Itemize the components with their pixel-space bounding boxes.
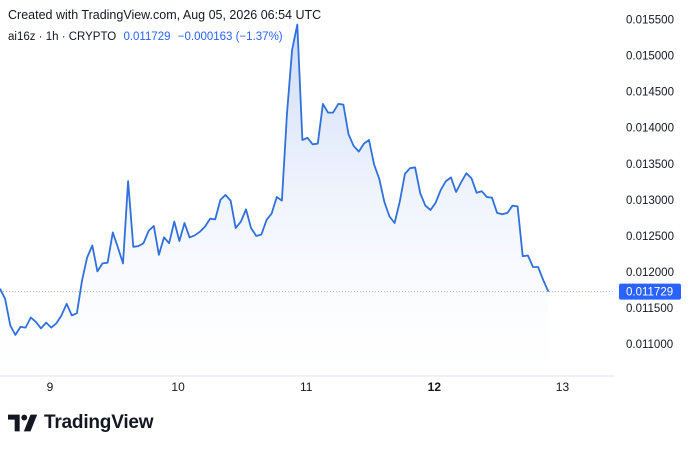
tradingview-wordmark: TradingView — [44, 412, 154, 433]
price-tick-label: 0.014000 — [626, 123, 674, 135]
price-series-line[interactable] — [0, 23, 550, 336]
price-tick-label: 0.012000 — [626, 267, 674, 279]
time-tick-label: 11 — [300, 380, 313, 394]
price-tick-label: 0.014500 — [626, 87, 674, 99]
price-change-value: −0.000163 (−1.37%) — [177, 31, 283, 43]
price-tick-label: 0.011000 — [626, 339, 673, 351]
price-tick-label: 0.013500 — [626, 159, 674, 171]
last-price-value: 0.011729 — [123, 31, 171, 43]
last-price-tag-background — [619, 283, 681, 300]
price-area-fill — [0, 24, 549, 376]
created-with-text: Created with TradingView.com, Aug 05, 20… — [8, 8, 322, 22]
time-axis[interactable]: 9 10 11 12 13 — [47, 380, 570, 394]
tradingview-logo-icon — [8, 414, 38, 432]
price-tick-label: 0.012500 — [626, 231, 674, 243]
chart-legend: ai16z · 1h · CRYPTO 0.011729 −0.000163 (… — [8, 31, 283, 43]
last-price-tag: 0.011729 — [619, 283, 681, 300]
tradingview-brand[interactable]: TradingView — [8, 412, 154, 434]
last-price-tag-label: 0.011729 — [626, 287, 673, 299]
price-axis[interactable]: 0.015500 0.015000 0.014500 0.014000 0.013500… — [619, 14, 681, 351]
time-tick-label: 9 — [47, 380, 54, 394]
time-tick-label: 12 — [428, 380, 442, 394]
time-tick-label: 13 — [556, 380, 570, 394]
price-tick-label: 0.013000 — [626, 195, 674, 207]
price-tick-label: 0.011500 — [626, 303, 673, 315]
price-chart[interactable]: 0.015500 0.015000 0.014500 0.014000 0.013500… — [0, 0, 698, 400]
time-tick-label: 10 — [171, 380, 185, 394]
price-tick-label: 0.015500 — [626, 14, 674, 26]
price-tick-label: 0.015000 — [626, 51, 674, 63]
symbol-info[interactable]: ai16z · 1h · CRYPTO — [8, 31, 117, 43]
plot-area — [0, 23, 615, 376]
